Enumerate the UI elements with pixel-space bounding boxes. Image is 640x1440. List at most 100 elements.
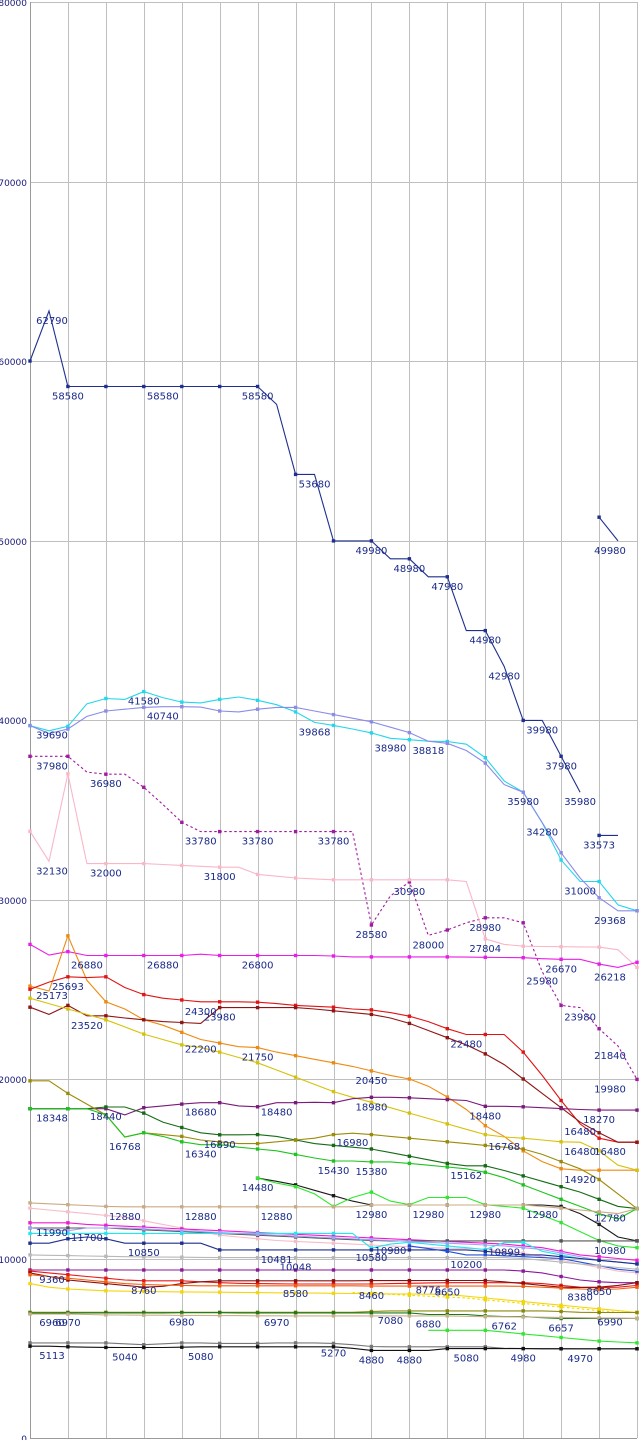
data-point bbox=[218, 1050, 222, 1054]
data-point bbox=[104, 772, 108, 776]
data-point bbox=[407, 1345, 412, 1349]
data-point bbox=[521, 1255, 525, 1259]
data-point bbox=[28, 987, 32, 991]
data-point bbox=[66, 1273, 70, 1277]
point-value-label: 28980 bbox=[469, 923, 501, 934]
data-point bbox=[104, 1000, 108, 1004]
data-point bbox=[407, 1311, 412, 1315]
data-point bbox=[142, 861, 146, 866]
point-value-label: 8650 bbox=[586, 1287, 611, 1298]
data-point bbox=[142, 1255, 146, 1259]
data-point bbox=[331, 1284, 336, 1288]
data-point bbox=[66, 1231, 70, 1236]
data-point bbox=[180, 1030, 184, 1034]
data-point bbox=[331, 1236, 336, 1240]
data-point bbox=[559, 1283, 563, 1288]
data-point bbox=[331, 1248, 336, 1252]
data-point bbox=[104, 1018, 108, 1022]
data-point bbox=[180, 1231, 184, 1236]
data-point bbox=[445, 1249, 449, 1253]
data-point bbox=[28, 984, 32, 988]
point-value-label: 23980 bbox=[564, 1013, 596, 1024]
point-value-label: 10980 bbox=[375, 1246, 407, 1257]
point-value-label: 16480 bbox=[594, 1147, 626, 1158]
data-point bbox=[142, 1289, 146, 1294]
point-value-label: 8760 bbox=[131, 1286, 156, 1297]
point-value-label: 15162 bbox=[450, 1171, 482, 1182]
point-value-label: 4880 bbox=[397, 1355, 422, 1366]
point-value-label: 28580 bbox=[356, 930, 388, 941]
data-point bbox=[293, 1255, 298, 1260]
data-point bbox=[483, 1328, 487, 1332]
data-point bbox=[180, 1313, 184, 1318]
data-point bbox=[483, 1241, 487, 1245]
point-value-label: 37980 bbox=[545, 761, 577, 772]
data-point bbox=[483, 1284, 487, 1288]
y-tick-label: 20000 bbox=[0, 1076, 27, 1086]
data-point bbox=[293, 1075, 298, 1079]
data-point bbox=[597, 833, 601, 838]
data-point bbox=[66, 754, 70, 758]
data-point bbox=[218, 1233, 222, 1237]
data-point bbox=[559, 1303, 563, 1307]
data-point bbox=[218, 1229, 222, 1233]
data-point bbox=[28, 1273, 32, 1277]
data-point bbox=[28, 1269, 32, 1273]
data-point bbox=[28, 829, 32, 833]
data-point bbox=[597, 879, 601, 884]
point-value-label: 38818 bbox=[412, 746, 444, 757]
data-point bbox=[521, 1309, 525, 1313]
data-point bbox=[28, 1281, 32, 1286]
data-point bbox=[293, 705, 298, 710]
data-point bbox=[331, 1143, 336, 1148]
data-point bbox=[445, 1281, 449, 1285]
point-value-label: 38980 bbox=[375, 743, 407, 754]
data-point bbox=[559, 1260, 563, 1264]
data-point bbox=[445, 878, 449, 882]
point-value-label: 18270 bbox=[583, 1115, 615, 1126]
data-point bbox=[521, 1256, 525, 1261]
data-point bbox=[407, 1077, 412, 1081]
data-point bbox=[635, 1281, 639, 1285]
data-point bbox=[331, 1345, 336, 1349]
data-point bbox=[28, 1079, 32, 1083]
data-point bbox=[28, 1201, 32, 1205]
data-point bbox=[407, 557, 412, 561]
data-point bbox=[445, 1195, 449, 1200]
data-point bbox=[445, 1309, 449, 1313]
data-point bbox=[597, 1168, 601, 1172]
data-point bbox=[180, 1205, 184, 1209]
data-point bbox=[104, 953, 108, 958]
data-point bbox=[483, 1278, 487, 1283]
data-point bbox=[66, 1287, 70, 1291]
data-point bbox=[483, 1052, 487, 1056]
data-point bbox=[407, 730, 412, 735]
data-point bbox=[445, 739, 449, 744]
data-point bbox=[104, 1313, 108, 1317]
data-point bbox=[180, 1281, 184, 1286]
data-point bbox=[293, 472, 298, 477]
data-point bbox=[28, 754, 32, 758]
data-point bbox=[483, 1203, 487, 1207]
data-point bbox=[293, 1152, 298, 1157]
point-value-label: 40740 bbox=[147, 712, 179, 723]
data-point bbox=[445, 1140, 449, 1144]
data-point bbox=[331, 1101, 336, 1105]
point-value-label: 33780 bbox=[242, 837, 274, 848]
data-point bbox=[521, 718, 525, 723]
data-point bbox=[180, 998, 184, 1002]
data-point bbox=[559, 1197, 563, 1201]
data-point bbox=[331, 878, 336, 882]
data-point bbox=[597, 1131, 601, 1135]
data-point bbox=[331, 539, 336, 543]
data-point bbox=[635, 1140, 639, 1144]
data-point bbox=[559, 1167, 563, 1171]
data-point bbox=[255, 872, 260, 877]
data-point bbox=[597, 1258, 601, 1262]
data-point bbox=[635, 1262, 639, 1266]
data-point bbox=[331, 1291, 336, 1295]
data-point bbox=[331, 1341, 336, 1346]
data-point bbox=[483, 1170, 487, 1174]
point-value-label: 31000 bbox=[564, 887, 596, 898]
